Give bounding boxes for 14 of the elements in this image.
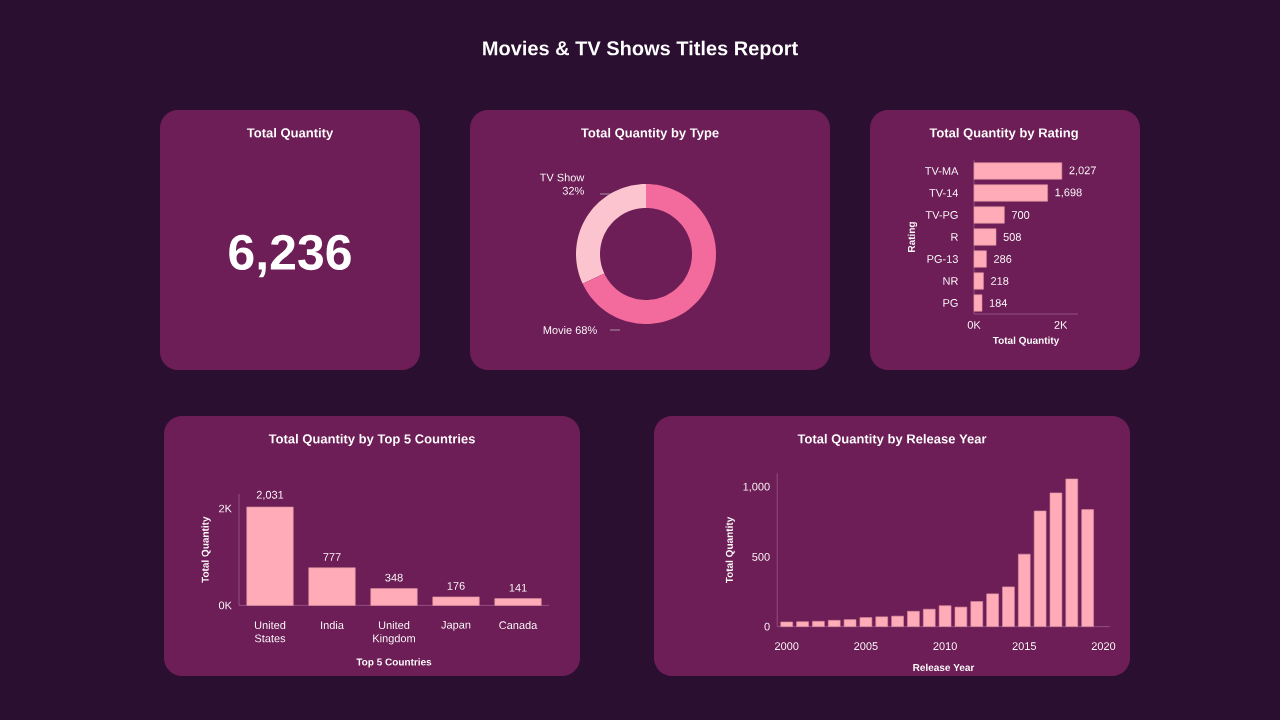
text: Movies & TV Shows Titles Report — [483, 40, 798, 60]
bar — [308, 567, 356, 606]
bar — [246, 506, 294, 606]
bar — [494, 598, 542, 606]
bar — [973, 206, 1005, 224]
bar — [973, 250, 987, 268]
bar — [973, 294, 983, 312]
bar — [432, 596, 480, 606]
bar — [973, 272, 984, 290]
bar — [973, 184, 1048, 202]
bar — [370, 588, 418, 606]
text: 6,236 — [229, 234, 351, 278]
bar — [973, 162, 1063, 180]
bar — [973, 228, 997, 246]
